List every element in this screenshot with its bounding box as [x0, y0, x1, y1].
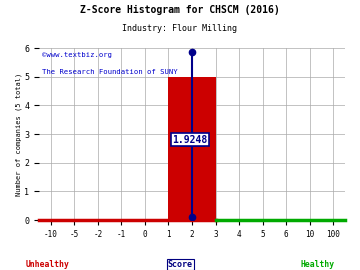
Text: ©www.textbiz.org: ©www.textbiz.org	[42, 52, 112, 58]
Text: The Research Foundation of SUNY: The Research Foundation of SUNY	[42, 69, 178, 75]
Text: Score: Score	[167, 260, 193, 269]
Y-axis label: Number of companies (5 total): Number of companies (5 total)	[15, 73, 22, 196]
Text: Healthy: Healthy	[301, 260, 335, 269]
Text: Unhealthy: Unhealthy	[25, 260, 69, 269]
Text: 1.9248: 1.9248	[172, 134, 208, 144]
Bar	[168, 77, 216, 220]
Text: Industry: Flour Milling: Industry: Flour Milling	[122, 24, 238, 33]
Text: Z-Score Histogram for CHSCM (2016): Z-Score Histogram for CHSCM (2016)	[80, 5, 280, 15]
